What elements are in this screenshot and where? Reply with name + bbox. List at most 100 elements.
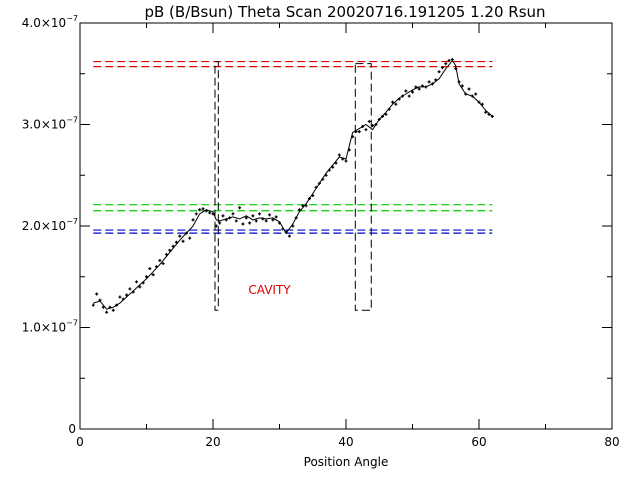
- y-tick-label: 1.0×10−7: [22, 319, 78, 335]
- data-point: [344, 159, 348, 163]
- data-point: [467, 87, 471, 91]
- data-point: [168, 248, 172, 252]
- data-point: [121, 297, 125, 301]
- x-tick-label: 20: [205, 435, 220, 449]
- data-point: [204, 209, 208, 213]
- data-point: [171, 244, 175, 248]
- data-point: [404, 89, 408, 93]
- data-point: [188, 236, 192, 240]
- data-point: [307, 197, 311, 201]
- data-point: [381, 114, 385, 118]
- data-point: [427, 80, 431, 84]
- data-point: [407, 94, 411, 98]
- data-point: [181, 239, 185, 243]
- data-point: [184, 231, 188, 235]
- data-point: [154, 265, 158, 269]
- data-point: [434, 78, 438, 82]
- data-point: [474, 92, 478, 96]
- data-point: [417, 87, 421, 91]
- data-point: [231, 212, 235, 216]
- data-point: [91, 303, 95, 307]
- data-point: [164, 252, 168, 256]
- data-point: [321, 177, 325, 181]
- data-point: [105, 310, 109, 314]
- data-series: [91, 58, 494, 314]
- data-point: [174, 240, 178, 244]
- data-point: [278, 221, 281, 225]
- data-point: [364, 128, 368, 132]
- data-point: [484, 110, 488, 114]
- cavity-box-1: [354, 63, 372, 311]
- data-point: [444, 62, 448, 66]
- data-point: [131, 290, 135, 294]
- data-point: [271, 218, 275, 222]
- data-point: [281, 227, 285, 231]
- data-point: [221, 214, 225, 218]
- data-point: [297, 208, 301, 212]
- y-tick-label: 4.0×10−7: [22, 14, 78, 30]
- data-point: [374, 123, 378, 126]
- data-point: [248, 221, 252, 225]
- data-point: [354, 130, 358, 134]
- data-point: [101, 305, 105, 309]
- x-tick-label: 40: [338, 435, 353, 449]
- data-point: [178, 234, 182, 238]
- data-point: [301, 204, 305, 208]
- data-point: [454, 67, 458, 71]
- data-point: [95, 292, 99, 296]
- data-point: [430, 82, 434, 86]
- data-point: [145, 275, 148, 279]
- data-point: [304, 204, 308, 208]
- data-point: [397, 97, 401, 101]
- x-tick-label: 80: [604, 435, 619, 449]
- data-point: [191, 218, 195, 222]
- chart-title: pB (B/Bsun) Theta Scan 20020716.191205 1…: [144, 3, 545, 21]
- data-point: [135, 280, 139, 284]
- data-point: [264, 219, 268, 223]
- data-point: [480, 102, 484, 106]
- data-point: [437, 70, 441, 74]
- data-point: [201, 207, 205, 211]
- data-point: [234, 219, 238, 223]
- data-point: [128, 287, 132, 291]
- data-point: [224, 218, 228, 222]
- data-point: [361, 125, 365, 129]
- data-point: [125, 293, 129, 297]
- data-point: [108, 305, 112, 309]
- cavity-label: CAVITY: [248, 283, 291, 297]
- series-line: [93, 59, 493, 310]
- data-point: [284, 230, 288, 234]
- data-point: [477, 100, 481, 104]
- data-point: [115, 303, 119, 307]
- data-point: [287, 234, 291, 238]
- axis-ticks: 0 20 40 60 80 0 1.0×10−7 2.0×10−7 3.0×10−7 4.0×10…: [22, 14, 620, 449]
- data-point: [420, 84, 424, 88]
- x-tick-label: 0: [76, 435, 84, 449]
- data-point: [314, 185, 318, 189]
- reference-lines: [93, 60, 493, 234]
- data-point: [384, 112, 388, 116]
- data-point: [460, 84, 464, 88]
- data-point: [424, 85, 428, 89]
- data-point: [347, 148, 351, 152]
- data-point: [387, 107, 391, 111]
- data-point: [138, 285, 142, 289]
- data-point: [291, 224, 295, 228]
- data-point: [327, 168, 331, 172]
- data-point: [228, 216, 232, 220]
- data-point: [357, 130, 361, 134]
- data-point: [98, 298, 102, 302]
- cavity-box-0: [214, 61, 219, 311]
- data-point: [351, 135, 355, 139]
- data-point: [148, 267, 152, 271]
- data-point: [208, 211, 212, 215]
- data-point: [317, 181, 321, 185]
- data-point: [261, 217, 265, 221]
- data-point: [341, 157, 345, 161]
- y-tick-label: 3.0×10−7: [22, 116, 78, 132]
- data-point: [238, 206, 242, 210]
- data-point: [251, 214, 255, 218]
- data-point: [470, 94, 474, 98]
- data-point: [331, 165, 335, 169]
